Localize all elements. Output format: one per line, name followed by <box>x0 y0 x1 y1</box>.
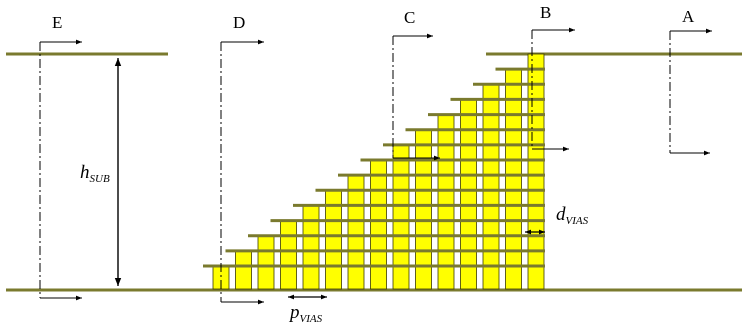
via-staircase <box>203 53 545 290</box>
via-diameter-dimension: dVIAS <box>525 204 589 235</box>
via <box>437 114 455 290</box>
via <box>370 159 387 290</box>
cut-label-d: D <box>233 13 245 32</box>
via <box>460 99 477 290</box>
via <box>505 68 522 290</box>
cut-plane-b: B <box>531 3 575 152</box>
via <box>235 250 252 290</box>
via <box>280 220 297 290</box>
via <box>527 53 545 290</box>
cut-label-e: E <box>52 13 62 32</box>
substrate-height-label-bg <box>76 158 116 188</box>
via <box>257 235 275 290</box>
cut-label-a: A <box>682 7 695 26</box>
substrate-height-dimension: hSUB <box>76 58 122 286</box>
cut-label-b: B <box>540 3 551 22</box>
via-diameter-label: dVIAS <box>556 204 589 227</box>
via-pitch-label: pVIAS <box>288 302 323 325</box>
cut-plane-c: C <box>392 8 440 161</box>
cut-label-c: C <box>404 8 415 27</box>
via <box>302 204 320 290</box>
cut-plane-e: E <box>39 13 82 301</box>
cut-plane-d: D <box>220 13 264 305</box>
via-pitch-dimension: pVIAS <box>288 294 327 325</box>
cut-plane-a: A <box>669 7 712 156</box>
substrate-height-label: hSUB <box>80 162 110 185</box>
via <box>347 174 365 290</box>
